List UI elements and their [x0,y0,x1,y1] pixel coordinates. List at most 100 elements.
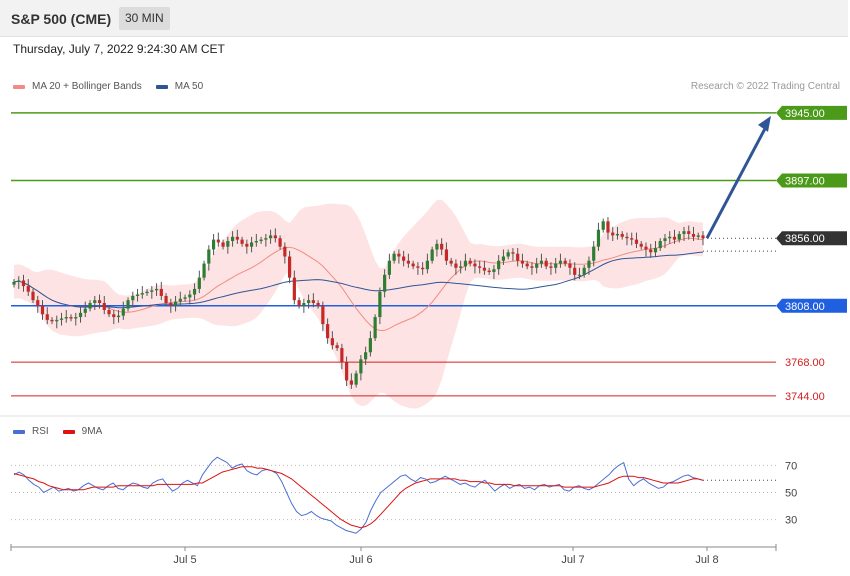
candle [606,217,610,240]
candle [131,291,135,308]
rsi-line [13,456,704,534]
candle-body [283,246,287,257]
candle [539,253,544,268]
candle-body [368,338,372,353]
candle [254,233,258,247]
candle [544,257,548,270]
candle-body [55,319,59,322]
candle [121,301,125,320]
candle [330,331,334,350]
candle-body [383,274,387,292]
candle-body [140,293,144,295]
level-3768-00-label: 3768.00 [785,357,825,369]
candle [639,241,643,250]
candle [116,310,121,323]
candle [516,248,520,267]
candle-body [345,362,349,381]
candle [354,370,358,388]
candle-body [373,317,377,339]
candle [577,267,582,280]
candle [97,294,102,309]
candle-body [563,260,567,264]
candle [17,276,21,289]
candle [402,250,406,267]
candle-body [259,239,263,242]
rsi-tick-70: 70 [785,460,797,472]
candle [349,373,353,389]
candle [126,297,130,312]
candle [188,290,192,305]
candle-body [440,243,444,250]
candle [421,262,425,275]
candle [74,312,78,326]
candle-body [64,317,68,319]
candle [435,239,439,257]
candle [468,257,472,267]
candle-body [459,266,463,268]
candle-body [183,297,187,299]
candle-body [216,239,220,243]
rsi-tick-50: 50 [785,488,797,500]
candle [140,286,144,299]
candle-body [687,231,691,234]
chart-header: S&P 500 (CME) 30 MIN [0,0,848,37]
candle [59,312,64,326]
candle-body [264,238,268,240]
candle [601,218,605,233]
candle-body [535,263,539,268]
candle [135,288,140,302]
candle-body [516,253,520,261]
candle [454,259,458,275]
candle [335,342,339,351]
candle [530,262,534,275]
candle [307,294,311,309]
ma9-legend-label: 9MA [81,426,103,437]
candle [525,260,529,270]
candle [587,256,591,275]
candle [36,295,40,313]
candle [573,262,577,281]
candle-body [501,256,506,261]
candle [406,253,410,268]
candle [701,231,705,246]
candle-body [307,300,311,303]
candle-body [549,266,553,268]
candle-body [164,295,168,303]
candle-body [36,300,40,306]
rsi-legend: RSI 9MA [13,426,102,437]
candle [278,235,282,250]
candle-body [378,291,382,318]
candle-body [497,260,501,270]
candle-body [268,235,273,239]
candle [178,291,182,306]
rsi-legend-label: RSI [32,426,49,437]
candle [691,226,696,242]
candle-body [454,263,458,268]
candle-body [568,263,572,268]
candle-body [354,373,358,385]
candle-body [321,305,325,325]
candle-body [359,359,363,374]
candle [416,262,420,275]
candle-body [449,260,453,264]
candle-body [107,310,111,315]
candle [653,241,658,257]
candle [387,253,391,280]
candle-body [634,239,639,244]
candle-body [587,260,591,268]
candle [672,229,677,244]
candle-body [112,314,116,318]
candle [169,298,173,313]
candle [644,242,648,257]
candle [240,236,244,247]
candle [677,231,681,243]
candle [183,294,187,302]
timeframe-button[interactable]: 30 MIN [119,7,170,30]
candle [45,307,49,325]
candle-body [406,260,410,264]
candle [397,249,401,264]
candle [658,238,662,251]
candle [249,236,254,253]
candle-body [639,243,643,247]
